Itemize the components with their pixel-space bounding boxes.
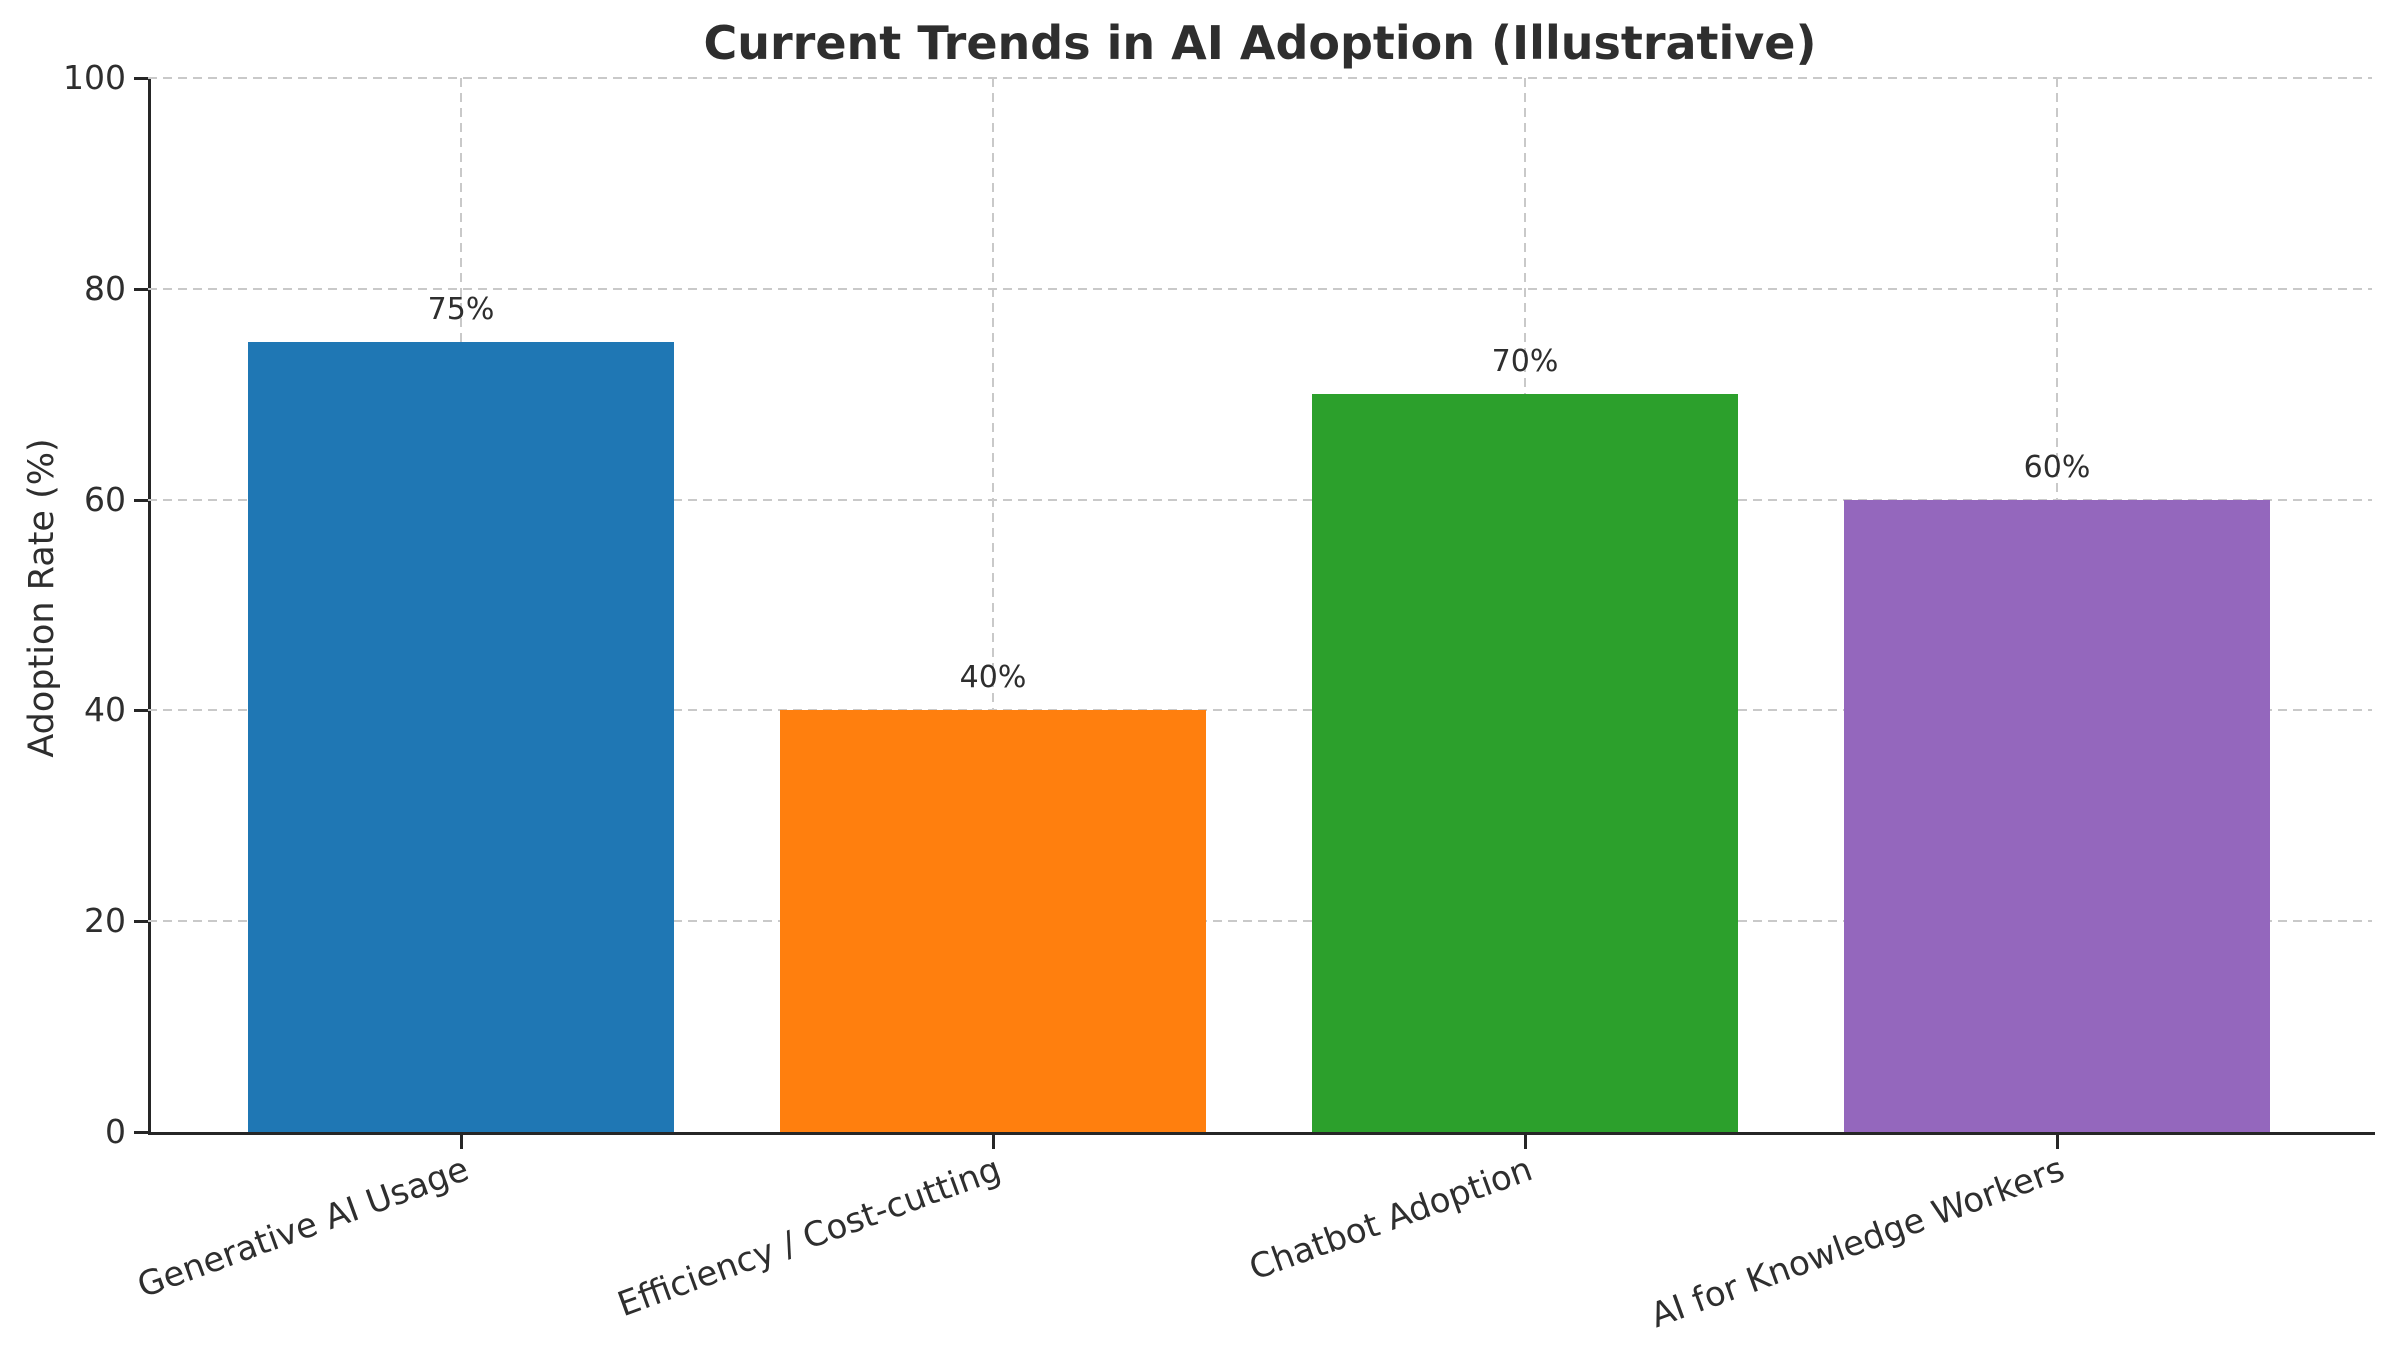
x-tick-mark	[2056, 1135, 2059, 1149]
y-tick-mark	[134, 287, 148, 291]
y-tick-mark	[134, 709, 148, 713]
h-gridline	[148, 709, 2372, 712]
bar-value-label: 70%	[1491, 344, 1559, 380]
y-tick-mark	[134, 498, 148, 502]
bar	[248, 341, 674, 1132]
x-category-label: Generative AI Usage	[132, 1149, 474, 1307]
h-gridline	[148, 287, 2372, 290]
bar	[1844, 499, 2270, 1132]
bar	[1312, 394, 1738, 1132]
v-gridline	[992, 78, 994, 1132]
bar	[780, 710, 1206, 1132]
x-category-label: Chatbot Adoption	[1244, 1149, 1538, 1289]
y-tick-label: 60	[84, 479, 126, 519]
x-tick-mark	[992, 1135, 995, 1149]
plot-area-frame	[148, 78, 2375, 1135]
y-tick-label: 0	[105, 1112, 126, 1151]
x-tick-mark	[460, 1135, 463, 1149]
y-tick-label: 100	[63, 58, 126, 97]
bar-value-label: 60%	[2023, 449, 2091, 485]
y-tick-label: 40	[84, 690, 126, 730]
y-tick-label: 80	[84, 268, 126, 308]
bar-value-label: 40%	[959, 660, 1027, 696]
y-tick-mark	[134, 920, 148, 924]
x-category-label: Efficiency / Cost-cutting	[612, 1149, 1006, 1326]
h-gridline	[148, 77, 2372, 79]
h-gridline	[148, 498, 2372, 501]
h-gridline	[148, 920, 2372, 923]
chart-title: Current Trends in AI Adoption (Illustrat…	[703, 16, 1817, 70]
bar-value-label: 75%	[427, 291, 495, 327]
x-category-label: AI for Knowledge Workers	[1645, 1149, 2070, 1337]
y-tick-mark	[134, 77, 148, 80]
y-tick-mark	[134, 1131, 148, 1134]
x-tick-mark	[1524, 1135, 1527, 1149]
y-tick-label: 20	[84, 901, 126, 941]
